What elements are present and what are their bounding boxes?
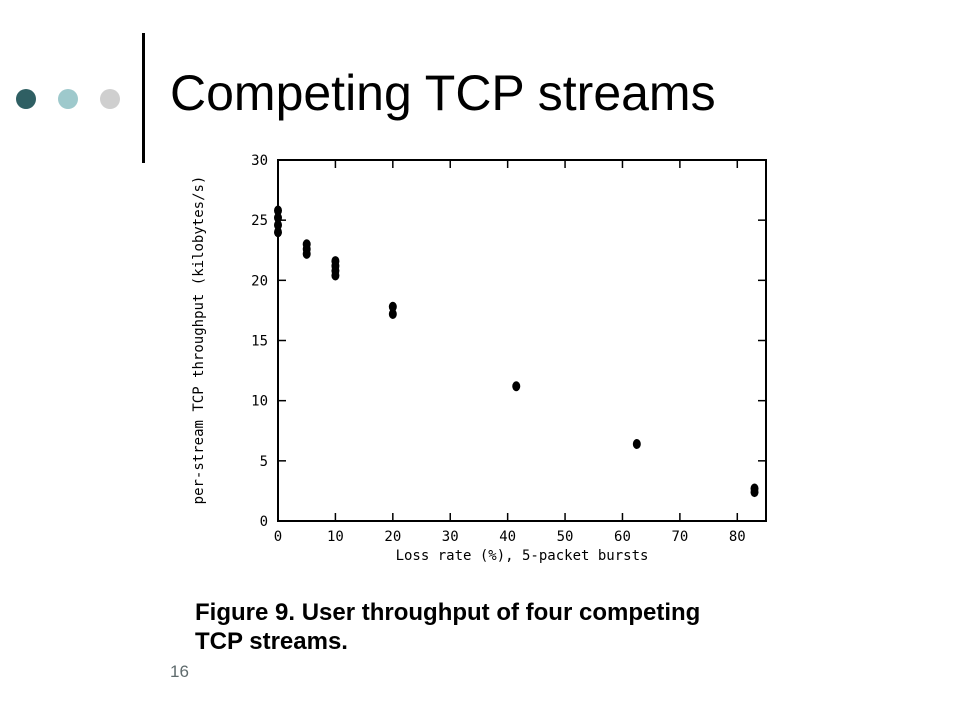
- y-tick-label: 5: [260, 454, 268, 470]
- y-tick-label: 0: [260, 514, 268, 530]
- throughput-scatter-chart: 0 10 20 30 40 50 60 70 80 0 5 10 15 20 25 30 Loss rate …: [191, 153, 767, 564]
- y-tick-label: 20: [251, 273, 268, 289]
- bullet-grey-icon: [100, 89, 120, 109]
- y-axis-label: per-stream TCP throughput (kilobytes/s): [191, 176, 207, 505]
- data-point: [331, 270, 340, 281]
- data-point: [274, 219, 282, 230]
- plot-frame: [277, 159, 767, 522]
- bullet-dark-icon: [16, 89, 36, 109]
- y-tick-label: 30: [251, 153, 268, 169]
- x-tick-label: 70: [671, 529, 688, 545]
- bullet-teal-icon: [58, 89, 78, 109]
- x-tick-label: 20: [384, 529, 401, 545]
- data-point: [302, 248, 311, 259]
- slide-title: Competing TCP streams: [170, 65, 716, 121]
- data-point: [750, 487, 759, 498]
- data-point: [274, 205, 282, 216]
- x-tick-label: 80: [729, 529, 746, 545]
- data-point: [388, 309, 397, 320]
- y-tick-label: 10: [251, 394, 268, 410]
- title-divider: [142, 33, 145, 163]
- data-point: [512, 381, 521, 392]
- x-tick-label: 50: [557, 529, 574, 545]
- figure-caption: Figure 9. User throughput of four compet…: [195, 599, 701, 655]
- x-tick-label: 60: [614, 529, 631, 545]
- data-points: [274, 205, 759, 498]
- x-tick-label: 30: [442, 529, 459, 545]
- x-tick-label: 10: [327, 529, 344, 545]
- data-point: [274, 227, 282, 238]
- data-point: [388, 301, 397, 312]
- data-point: [632, 438, 641, 449]
- y-tick-label: 15: [251, 334, 268, 350]
- page-number: 16: [170, 662, 189, 681]
- axis-ticks: 0 10 20 30 40 50 60 70 80 0 5 10 15 20 25 30: [251, 153, 766, 545]
- x-tick-label: 40: [499, 529, 516, 545]
- x-axis-label: Loss rate (%), 5-packet bursts: [396, 548, 649, 564]
- x-tick-label: 0: [274, 529, 282, 545]
- y-tick-label: 25: [251, 213, 268, 229]
- data-point: [274, 212, 282, 223]
